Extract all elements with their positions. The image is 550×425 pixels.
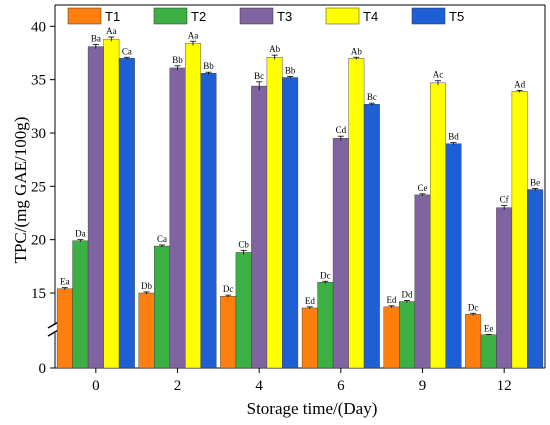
bar-T1 xyxy=(301,307,318,369)
bar-significance-label: Bb xyxy=(203,61,214,71)
bar-significance-label: Dc xyxy=(223,284,234,294)
bar-T4 xyxy=(511,91,528,369)
legend-label-T2: T2 xyxy=(191,9,206,24)
bar-significance-label: Be xyxy=(530,177,540,187)
bar-T4 xyxy=(185,43,201,369)
bar-T3 xyxy=(251,85,268,369)
bar-T3 xyxy=(332,138,349,369)
x-tick-label: 9 xyxy=(419,378,427,394)
y-tick-label: 0 xyxy=(39,361,47,377)
x-tick-label: 12 xyxy=(497,378,512,394)
x-tick-label: 4 xyxy=(255,378,263,394)
bar-significance-label: Ba xyxy=(91,33,101,43)
y-tick-label: 25 xyxy=(31,179,46,195)
bar-T2 xyxy=(399,301,415,369)
bar-T3 xyxy=(87,46,104,369)
bar-T2 xyxy=(317,282,334,369)
bar-T3 xyxy=(414,194,431,369)
bar-significance-label: Cb xyxy=(238,239,249,249)
y-tick-label: 15 xyxy=(31,286,46,302)
y-tick-label: 30 xyxy=(31,126,46,142)
legend-swatch-T2 xyxy=(153,7,188,25)
legend-label-T5: T5 xyxy=(449,9,464,24)
bar-significance-label: Ac xyxy=(433,70,444,80)
x-axis-title: Storage time/(Day) xyxy=(247,399,378,418)
bar-T2 xyxy=(72,240,89,369)
axes-layer: 0 15 20 25 30 35 40 0 2 4 6 9 12 xyxy=(31,19,512,394)
bar-significance-label: Bc xyxy=(254,71,264,81)
bar-T4 xyxy=(103,38,120,369)
bar-significance-label: Ca xyxy=(122,46,132,56)
bar-significance-label: Aa xyxy=(188,30,199,40)
bar-significance-label: Bc xyxy=(367,92,377,102)
legend-swatch-T4 xyxy=(325,7,360,25)
bar-T1 xyxy=(138,292,155,369)
bar-T2 xyxy=(235,252,252,369)
bar-significance-label: Ed xyxy=(387,295,397,305)
bar-significance-label: Ad xyxy=(514,79,525,89)
y-tick-label: 35 xyxy=(31,73,46,89)
x-tick-label: 2 xyxy=(174,378,182,394)
legend-swatch-T5 xyxy=(411,7,446,25)
bar-T5 xyxy=(363,103,380,369)
bar-significance-label: Ee xyxy=(484,323,494,333)
bar-T2 xyxy=(480,334,497,369)
bar-significance-label: Ed xyxy=(305,296,315,306)
bar-significance-label: Ab xyxy=(351,46,362,56)
bar-significance-label: Db xyxy=(141,281,152,291)
bar-T3 xyxy=(496,207,513,369)
bar-significance-label: Bd xyxy=(448,132,459,142)
bar-T5 xyxy=(527,189,544,369)
legend-label-T4: T4 xyxy=(363,9,378,24)
bar-significance-label: Cf xyxy=(500,195,509,205)
bar-significance-label: Aa xyxy=(106,26,117,36)
y-axis-title: TPC/(mg GAE/100g) xyxy=(11,117,30,264)
bar-significance-label: Bb xyxy=(172,55,183,65)
bar-significance-label: Dc xyxy=(320,270,331,280)
y-tick-label: 40 xyxy=(31,19,46,35)
bar-significance-label: Da xyxy=(75,229,86,239)
bar-T2 xyxy=(154,245,170,369)
bar-T1 xyxy=(220,296,237,369)
legend-label-T3: T3 xyxy=(277,9,292,24)
legend-label-T1: T1 xyxy=(105,9,120,24)
bar-significance-label: Ce xyxy=(418,183,428,193)
x-tick-label: 0 xyxy=(92,378,100,394)
bars-layer: Ea Da Ba Aa Ca Db Ca Bb Aa Bb Dc Cb Bc Ab Bb Ed Dc Cd Ab Bc… xyxy=(56,26,544,369)
bar-T1 xyxy=(56,288,73,369)
bar-significance-label: Dc xyxy=(468,302,479,312)
bar-significance-label: Cd xyxy=(336,125,347,135)
plot-frame xyxy=(47,4,546,369)
bar-significance-label: Bb xyxy=(285,65,296,75)
bar-significance-label: Ab xyxy=(269,44,280,54)
bar-significance-label: Dd xyxy=(402,289,413,299)
x-tick-label: 6 xyxy=(337,378,345,394)
y-tick-label: 20 xyxy=(31,233,46,249)
bar-T5 xyxy=(200,73,217,369)
bar-significance-label: Ca xyxy=(157,234,167,244)
legend-swatch-T1 xyxy=(67,7,102,25)
bar-T1 xyxy=(383,306,400,369)
bar-T4 xyxy=(266,57,283,369)
bar-T5 xyxy=(282,77,299,369)
legend-swatch-T3 xyxy=(239,7,274,25)
bar-T4 xyxy=(430,82,446,369)
bar-significance-label: Ea xyxy=(60,277,70,287)
bar-T5 xyxy=(445,143,462,369)
bar-T1 xyxy=(465,314,482,369)
bar-T5 xyxy=(118,58,135,369)
legend: T1 T2 T3 T4 T5 xyxy=(67,7,464,25)
bar-T3 xyxy=(169,67,186,369)
bar-T4 xyxy=(348,58,365,369)
